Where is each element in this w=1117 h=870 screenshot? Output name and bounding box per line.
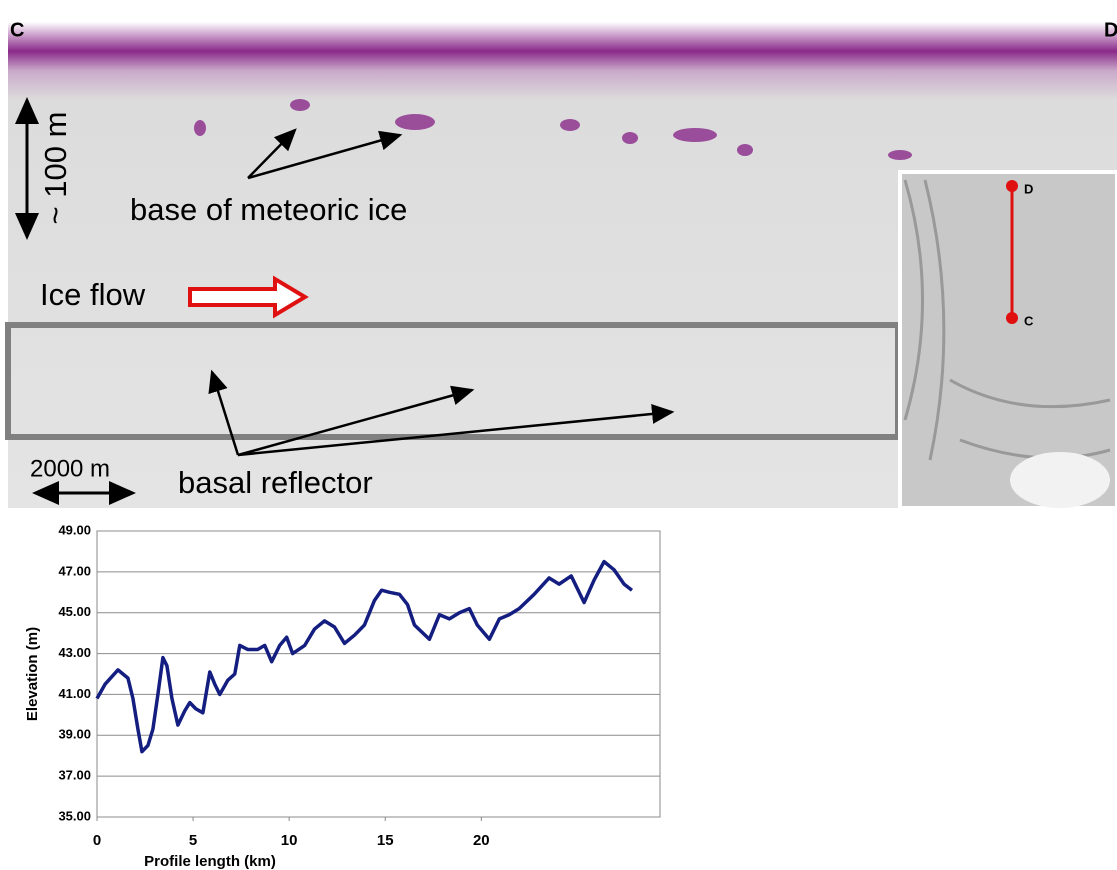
- basal-label: basal reflector: [178, 465, 373, 500]
- depth-scale: ~ 100 m: [38, 112, 73, 225]
- meteoric-blotches: [194, 99, 912, 160]
- x-tick-label: 5: [189, 832, 197, 849]
- inset-feature: [1010, 452, 1110, 508]
- meteoric-label: base of meteoric ice: [130, 192, 407, 227]
- y-tick-label: 43.00: [58, 645, 91, 660]
- y-tick-label: 39.00: [58, 727, 91, 742]
- flow-arrow: [188, 275, 309, 319]
- y-tick-label: 37.00: [58, 768, 91, 783]
- profile-point: [1006, 180, 1018, 192]
- radargram: C D ~ 100 m base of meteoric ice Ice flo…: [5, 19, 1117, 510]
- arrow: [247, 128, 297, 179]
- arrow: [237, 404, 675, 457]
- y-tick-label: 49.00: [58, 522, 91, 537]
- arrow: [247, 130, 403, 180]
- profile-point: [1006, 312, 1018, 324]
- x-tick-label: 0: [93, 832, 101, 849]
- x-axis-title: Profile length (km): [144, 853, 276, 870]
- length-scale: 2000 m: [30, 455, 110, 482]
- arrow: [208, 369, 240, 456]
- inset-bottom-label: C: [1024, 313, 1034, 328]
- plot-area: [96, 530, 661, 818]
- x-tick-label: 20: [473, 832, 490, 849]
- y-tick-label: 35.00: [58, 808, 91, 823]
- x-tick-label: 10: [281, 832, 298, 849]
- arrow: [237, 385, 475, 457]
- flow-label: Ice flow: [40, 277, 146, 312]
- y-tick-label: 41.00: [58, 686, 91, 701]
- y-tick-label: 47.00: [58, 563, 91, 578]
- profile-start: C: [10, 19, 24, 41]
- inset-map: D C: [898, 170, 1117, 510]
- y-tick-label: 45.00: [58, 604, 91, 619]
- inset-texture: [903, 179, 1111, 461]
- x-tick-label: 15: [377, 832, 394, 849]
- inset-top-label: D: [1024, 181, 1033, 196]
- profile-end: D: [1104, 19, 1117, 41]
- y-axis-title: Elevation (m): [24, 627, 41, 721]
- elevation-line: [95, 559, 634, 754]
